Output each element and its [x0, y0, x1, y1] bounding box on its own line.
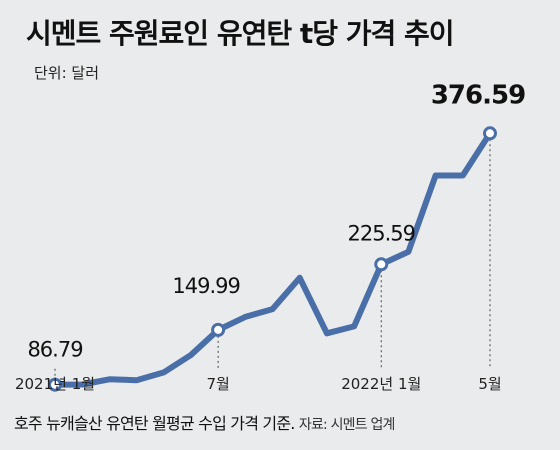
- chart-title: 시멘트 주원료인 유연탄 t당 가격 추이: [26, 17, 455, 50]
- x-tick-labels: 2021년 1월 7월 2022년 1월 5월: [15, 375, 502, 393]
- series-group: [52, 130, 493, 388]
- data-point-2021-07: [211, 322, 226, 337]
- value-label-2021-07: 149.99: [172, 274, 239, 298]
- guide-lines: [54, 139, 491, 391]
- value-label-2021-01: 86.79: [27, 338, 82, 362]
- data-point-2022-01: [374, 257, 389, 272]
- data-point-2022-05: [483, 126, 497, 141]
- x-tick-label-2022-05: 5월: [478, 375, 501, 393]
- footer-source: 자료: 시멘트 업계: [298, 417, 396, 433]
- callouts-group: 86.79 149.99 225.59 376.59: [27, 80, 526, 362]
- value-label-2022-01: 225.59: [348, 221, 415, 245]
- footer-basis: 호주 뉴캐슬산 유연탄 월평균 수입 가격 기준.: [14, 414, 295, 433]
- markers-group: [48, 126, 497, 392]
- x-tick-label-2021-07: 7월: [206, 375, 229, 393]
- series-line: [52, 130, 493, 388]
- unit-label: 단위: 달러: [34, 64, 100, 82]
- value-label-2022-05: 376.59: [431, 80, 525, 110]
- x-tick-label-2021-01: 2021년 1월: [15, 375, 95, 393]
- x-tick-label-2022-01: 2022년 1월: [341, 375, 421, 393]
- data-point-2021-01: [48, 377, 62, 392]
- footer-note: 호주 뉴캐슬산 유연탄 월평균 수입 가격 기준. 자료: 시멘트 업계: [14, 410, 395, 434]
